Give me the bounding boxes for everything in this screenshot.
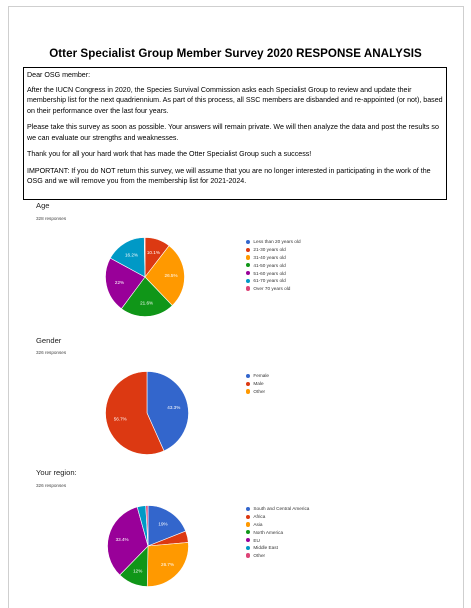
legend-label: 61-70 years old (253, 278, 286, 284)
pie-slice-51-60-years-old (105, 257, 146, 310)
legend-swatch-icon (246, 239, 251, 245)
legend-label: North America (253, 529, 284, 535)
legend-swatch-icon (246, 278, 251, 284)
legend-item: Other (246, 552, 309, 560)
pie-data-label: 43.3% (167, 405, 180, 410)
legend-swatch-icon (246, 263, 251, 268)
legend-swatch-icon (246, 389, 251, 394)
intro-greeting: Dear OSG member: (27, 71, 91, 79)
legend-swatch-icon (246, 545, 251, 551)
legend-swatch-icon (246, 522, 251, 527)
legend-label: Male (253, 381, 264, 387)
legend-label: Other (253, 388, 266, 394)
pie-slice-south-and-central-america (147, 505, 187, 547)
region-chart-response-count: 326 responses (36, 483, 67, 488)
legend-item: Female (246, 372, 269, 380)
page-frame (8, 6, 464, 608)
legend-swatch-icon (246, 247, 251, 252)
legend-label: 31-40 years old (253, 254, 286, 260)
intro-paragraph: IMPORTANT: If you do NOT return this sur… (27, 166, 431, 186)
legend-item: Other (246, 388, 269, 396)
intro-paragraph: After the IUCN Congress in 2020, the Spe… (27, 85, 443, 115)
pie-data-label: 26.5% (165, 273, 178, 278)
pie-data-label: 22% (115, 280, 124, 285)
gender-pie-chart: 43.3% 56.7% (105, 371, 189, 455)
age-chart-response-count: 328 responses (36, 216, 67, 221)
page-title: Otter Specialist Group Member Survey 202… (49, 47, 422, 60)
legend-item: Africa (246, 513, 309, 521)
pie-slice-male (105, 371, 165, 455)
pie-data-label: 33.4% (116, 537, 129, 542)
legend-item: Middle East (246, 544, 309, 552)
legend-swatch-icon (246, 506, 251, 512)
legend-label: Other (253, 553, 266, 559)
legend-label: EU (253, 537, 260, 543)
legend-label: 41-50 years old (253, 262, 286, 268)
legend-label: 21-30 years old (253, 247, 286, 253)
intro-paragraph: Thank you for all your hard work that ha… (27, 150, 312, 158)
legend-swatch-icon (246, 530, 251, 535)
legend-item: 41-50 years old (246, 261, 301, 269)
legend-item: South and Central America (246, 505, 309, 513)
region-chart-title: Your region: (36, 468, 77, 477)
legend-swatch-icon (246, 553, 251, 558)
legend-item: 51-60 years old (246, 269, 301, 277)
pie-slice-over-70-years-old (143, 237, 146, 278)
legend-item: EU (246, 536, 309, 544)
legend-item: 31-40 years old (246, 254, 301, 262)
pie-data-label: 19% (158, 521, 167, 526)
region-legend: South and Central America Africa Asia North… (246, 505, 309, 560)
legend-item: Male (246, 380, 269, 388)
legend-label: 51-60 years old (253, 270, 286, 276)
legend-swatch-icon (246, 373, 251, 379)
legend-label: Female (253, 373, 270, 379)
legend-item: 21-30 years old (246, 246, 301, 254)
pie-slice-female (146, 371, 189, 452)
legend-item: 61-70 years old (246, 277, 301, 285)
pie-data-label: 26.7% (161, 562, 174, 567)
intro-paragraph: Please take this survey as soon as possi… (27, 123, 439, 142)
pie-data-label: 12% (133, 568, 142, 573)
pie-data-label: 56.7% (114, 416, 127, 421)
age-pie-chart: 10.1% 26.5% 21.6% 22% 16.2% (105, 237, 185, 317)
gender-chart-response-count: 326 responses (36, 350, 67, 355)
legend-label: Middle East (253, 545, 278, 551)
legend-swatch-icon (246, 255, 251, 260)
legend-label: Less than 20 years old (253, 239, 301, 245)
intro-box: Dear OSG member: After the IUCN Congress… (23, 67, 447, 200)
pie-slice-asia (146, 542, 189, 587)
legend-swatch-icon (246, 381, 251, 386)
legend-label: Africa (253, 514, 266, 520)
pie-slice-41-50-years-old (120, 276, 173, 317)
legend-swatch-icon (246, 514, 251, 519)
legend-swatch-icon (246, 270, 251, 276)
pie-data-label: 10.1% (147, 250, 160, 255)
legend-item: Over 70 years old (246, 285, 301, 293)
legend-label: Over 70 years old (253, 286, 291, 292)
legend-item: North America (246, 528, 309, 536)
legend-label: Asia (253, 521, 263, 527)
pie-data-label: 16.2% (125, 252, 138, 257)
age-legend: Less than 20 years old 21-30 years old 31-… (246, 238, 301, 293)
pie-data-label: 21.6% (140, 301, 153, 306)
legend-label: South and Central America (253, 506, 310, 512)
age-chart-title: Age (36, 201, 50, 210)
pie-slice-other (145, 505, 149, 547)
legend-swatch-icon (246, 286, 251, 291)
legend-swatch-icon (246, 537, 251, 543)
region-pie-chart: 19% 26.7% 12% 33.4% (107, 505, 189, 587)
legend-item: Less than 20 years old (246, 238, 301, 246)
pie-slice-eu (107, 506, 149, 576)
legend-item: Asia (246, 521, 309, 529)
gender-legend: Female Male Other (246, 372, 269, 395)
pie-slice-31-40-years-old (144, 245, 185, 306)
gender-chart-title: Gender (36, 336, 62, 345)
